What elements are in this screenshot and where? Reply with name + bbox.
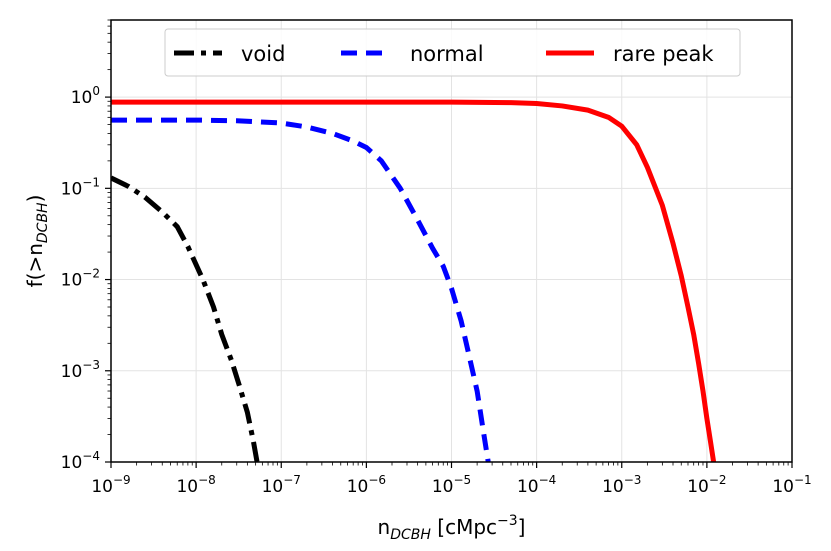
series-line-void: [111, 175, 260, 462]
x-tick-exponent: −1: [794, 473, 812, 487]
grid: [110, 20, 793, 463]
legend-label-rare-peak: rare peak: [613, 42, 714, 66]
y-tick-base: 10: [61, 179, 83, 199]
y-tick-base: 10: [71, 88, 93, 108]
y-axis-label: f(>nDCBH): [23, 195, 51, 288]
x-tick-base: 10: [432, 477, 454, 497]
x-tick-base: 10: [602, 477, 624, 497]
y-tick-label: 100: [71, 84, 100, 108]
x-tick-label: 10−7: [262, 473, 301, 497]
y-tick-label: 10−4: [61, 449, 100, 473]
y-tick-exponent: −4: [82, 449, 100, 463]
y-tick-label: 10−1: [61, 175, 100, 199]
series-line-normal: [111, 117, 491, 462]
x-tick-exponent: −5: [453, 473, 471, 487]
y-tick-base: 10: [61, 362, 83, 382]
y-axis-label-post: ): [23, 195, 47, 203]
x-tick-exponent: −2: [709, 473, 727, 487]
x-axis-label: nDCBH [cMpc−3]: [378, 513, 526, 543]
legend: void normal rare peak: [164, 28, 741, 77]
x-tick-base: 10: [517, 477, 539, 497]
x-tick-label: 10−1: [772, 473, 811, 497]
y-tick-base: 10: [61, 453, 83, 473]
ticks: 10−9 10−8 10−7 10−6 10−5 10−4 10−3 10−2 10−110−4…: [61, 19, 812, 497]
x-tick-exponent: −7: [283, 473, 301, 487]
x-tick-label: 10−5: [432, 473, 471, 497]
y-tick-exponent: −3: [82, 358, 100, 372]
y-tick-base: 10: [61, 271, 83, 291]
x-tick-exponent: −4: [539, 473, 557, 487]
x-tick-base: 10: [262, 477, 284, 497]
x-tick-exponent: −9: [113, 473, 131, 487]
x-tick-exponent: −6: [368, 473, 386, 487]
x-tick-base: 10: [91, 477, 113, 497]
y-tick-label: 10−3: [61, 358, 100, 382]
x-tick-label: 10−6: [347, 473, 386, 497]
y-tick-label: 10−2: [61, 267, 100, 291]
x-tick-base: 10: [772, 477, 794, 497]
series-layer: [111, 99, 717, 462]
x-axis-label-sup: −3: [497, 513, 518, 529]
series-line-rare-peak: [111, 99, 717, 462]
x-tick-label: 10−4: [517, 473, 556, 497]
x-axis-label-end: ]: [518, 515, 526, 539]
x-tick-exponent: −8: [198, 473, 216, 487]
y-tick-exponent: −1: [82, 175, 100, 189]
x-axis-label-sub: DCBH: [390, 527, 431, 543]
x-tick-label: 10−2: [687, 473, 726, 497]
y-tick-exponent: −2: [82, 267, 100, 281]
x-axis-label-rest: [cMpc: [431, 515, 497, 539]
legend-label-void: void: [241, 42, 285, 66]
x-axis-label-base: n: [378, 515, 391, 539]
x-tick-base: 10: [176, 477, 198, 497]
x-tick-base: 10: [687, 477, 709, 497]
legend-label-normal: normal: [410, 42, 484, 66]
x-tick-label: 10−3: [602, 473, 641, 497]
y-axis-label-sub: DCBH: [35, 202, 51, 243]
legend-box: [164, 28, 741, 77]
y-axis-label-pre: f(>n: [23, 243, 47, 287]
y-tick-exponent: 0: [92, 84, 100, 98]
x-tick-label: 10−8: [176, 473, 215, 497]
x-tick-label: 10−9: [91, 473, 130, 497]
x-tick-exponent: −3: [624, 473, 642, 487]
x-tick-base: 10: [347, 477, 369, 497]
